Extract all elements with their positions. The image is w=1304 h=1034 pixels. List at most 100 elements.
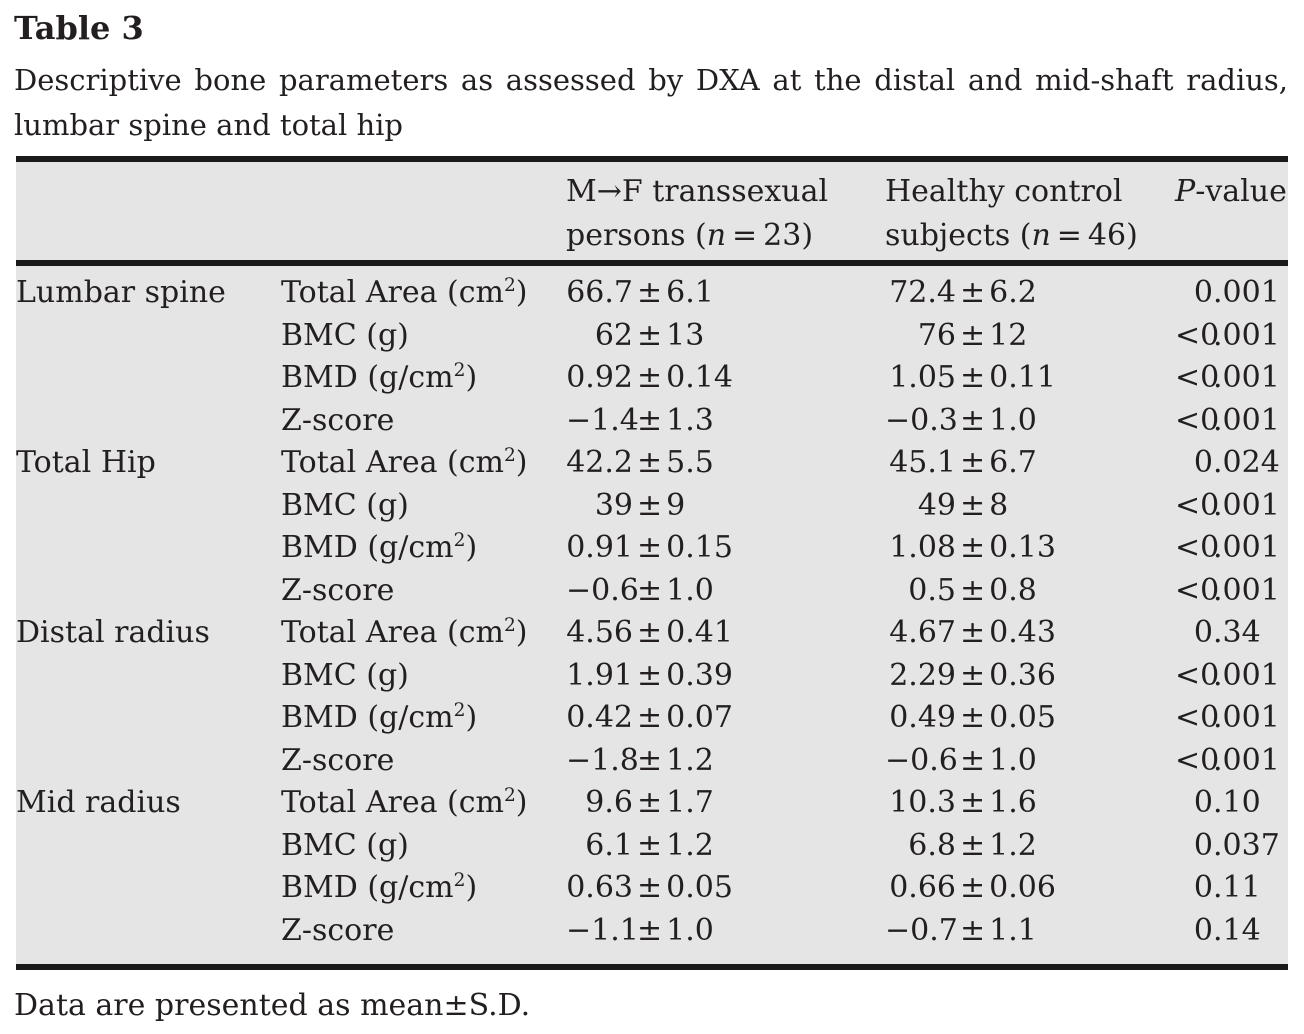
pvalue-decimals: .14	[1213, 912, 1261, 948]
value-sd: 0.05	[989, 700, 1056, 735]
pvalue-integer: <0	[1175, 572, 1220, 608]
region-cell: Lumbar spine	[16, 275, 226, 310]
table-row: Mid radius Total Area (cm2) 9.6 ±1.7 10.3…	[16, 782, 1288, 825]
plus-minus-sign: ±	[637, 487, 663, 523]
region-cell	[16, 570, 281, 613]
pvalue-integer: <0	[1175, 402, 1220, 438]
value-mean: 2.29	[889, 657, 956, 693]
parameter-cell: BMD (g/cm2)	[281, 700, 478, 735]
pvalue-integer: 0	[1193, 615, 1213, 650]
plus-minus-sign: ±	[637, 912, 663, 948]
region-cell	[16, 697, 281, 740]
plus-minus-sign: ±	[637, 530, 663, 565]
pvalue-integer: <0	[1175, 657, 1220, 693]
table-row: BMC (g) 39 ±9 49 ±8 <0.001	[16, 485, 1288, 528]
header-line: persons (n = 23)	[566, 218, 814, 253]
pvalue-cell: 0.024	[1175, 442, 1288, 485]
region-cell	[16, 527, 281, 570]
value-sd: 0.05	[666, 870, 733, 905]
value-sd: 1.7	[666, 785, 714, 820]
region-cell	[16, 400, 281, 443]
value-mean: 42.2	[566, 445, 633, 480]
plus-minus-sign: ±	[637, 827, 663, 863]
pvalue-decimals: .001	[1213, 657, 1280, 693]
table-row: BMD (g/cm2) 0.92 ±0.14 1.05 ±0.11 <0.001	[16, 357, 1288, 400]
superscript-2: 2	[453, 530, 466, 551]
superscript-2: 2	[453, 700, 466, 721]
pvalue-cell: <0.001	[1175, 485, 1288, 528]
header-row: M→F transsexual persons (n = 23) Healthy…	[16, 162, 1288, 266]
pvalue-decimals: .001	[1213, 317, 1280, 353]
value-mean: −0.6	[885, 742, 958, 778]
value-cell-transsexual: −1.1± 1.0	[566, 910, 885, 953]
pvalue-cell: <0.001	[1175, 655, 1288, 698]
value-sd: 0.8	[989, 572, 1037, 608]
header-line: M→F transsexual	[566, 174, 829, 209]
value-mean: 0.42	[566, 700, 633, 735]
parameter-cell: Total Area (cm2)	[281, 445, 528, 480]
value-mean: 39	[594, 487, 633, 523]
pvalue-cell: 0.037	[1175, 825, 1288, 868]
value-cell-control: 72.4 ±6.2	[885, 263, 1175, 315]
value-mean: 1.08	[889, 530, 956, 565]
plus-minus-sign: ±	[960, 317, 986, 353]
value-mean: −1.8	[566, 742, 639, 778]
pvalue-decimals: .001	[1213, 275, 1280, 310]
value-mean: 10.3	[889, 785, 956, 820]
value-cell-control: −0.3± 1.0	[885, 400, 1175, 443]
region-cell	[16, 867, 281, 910]
value-mean: 4.67	[889, 615, 956, 650]
parameter-cell: Total Area (cm2)	[281, 275, 528, 310]
plus-minus-sign: ±	[637, 615, 663, 650]
pvalue-decimals: .001	[1213, 402, 1280, 438]
value-cell-control: 45.1 ±6.7	[885, 442, 1175, 485]
value-sd: 1.1	[989, 912, 1037, 948]
parameter-cell: BMC (g)	[281, 827, 409, 863]
value-cell-control: −0.7± 1.1	[885, 910, 1175, 953]
header-col-transsexual-group: M→F transsexual persons (n = 23)	[566, 162, 885, 266]
value-sd: 0.15	[666, 530, 733, 565]
value-sd: 1.2	[666, 742, 714, 778]
value-sd: 13	[666, 317, 705, 353]
pvalue-integer: <0	[1175, 360, 1220, 395]
plus-minus-sign: ±	[960, 742, 986, 778]
value-sd: 1.3	[666, 402, 714, 438]
header-col-pvalue: P-value	[1175, 162, 1288, 266]
table-row: BMC (g) 62 ±13 76 ±12 <0.001	[16, 315, 1288, 358]
value-mean: 0.63	[566, 870, 633, 905]
parameter-cell: BMC (g)	[281, 317, 409, 353]
plus-minus-sign: ±	[960, 530, 986, 565]
header-parameter-spacer	[281, 162, 566, 266]
plus-minus-sign: ±	[960, 700, 986, 735]
value-cell-control: 2.29 ±0.36	[885, 655, 1175, 698]
value-mean: 9.6	[585, 785, 633, 820]
value-mean: −0.3	[885, 402, 958, 438]
region-cell	[16, 825, 281, 868]
plus-minus-sign: ±	[960, 275, 986, 310]
value-cell-transsexual: 0.42 ±0.07	[566, 697, 885, 740]
table-body: Lumbar spine Total Area (cm2) 66.7 ±6.1 7…	[16, 263, 1288, 952]
plus-minus-sign: ±	[960, 360, 986, 395]
table-number-title: Table 3	[14, 9, 144, 47]
value-cell-transsexual: 1.91 ±0.39	[566, 655, 885, 698]
value-cell-control: 1.08 ±0.13	[885, 527, 1175, 570]
plus-minus-sign: ±	[637, 870, 663, 905]
region-cell	[16, 655, 281, 698]
pvalue-cell: 0.11	[1175, 867, 1288, 910]
caption-line-1: Descriptive bone parameters as assessed …	[14, 63, 1288, 97]
superscript-2: 2	[503, 445, 516, 466]
pvalue-decimals: .10	[1213, 785, 1261, 820]
plus-minus-sign: ±	[960, 445, 986, 480]
value-cell-transsexual: 4.56 ±0.41	[566, 612, 885, 655]
pvalue-cell: 0.14	[1175, 910, 1288, 953]
value-cell-control: 0.49 ±0.05	[885, 697, 1175, 740]
pvalue-integer: 0	[1193, 785, 1213, 820]
pvalue-cell: 0.001	[1175, 263, 1288, 315]
pvalue-integer: 0	[1193, 912, 1213, 948]
region-cell	[16, 910, 281, 953]
pvalue-integer: 0	[1193, 827, 1213, 863]
pvalue-integer: <0	[1175, 530, 1220, 565]
plus-minus-sign: ±	[960, 402, 986, 438]
value-sd: 0.39	[666, 657, 733, 693]
pvalue-cell: <0.001	[1175, 697, 1288, 740]
